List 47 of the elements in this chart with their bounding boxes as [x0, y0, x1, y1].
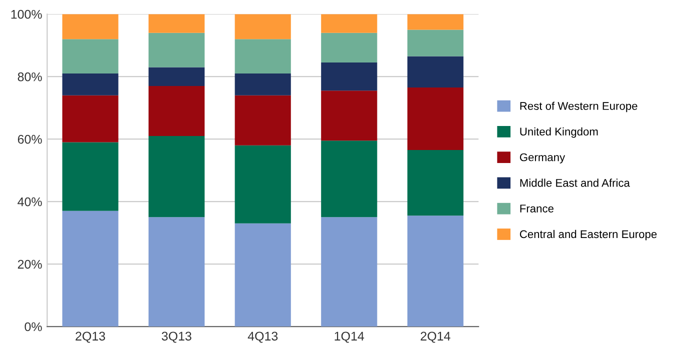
bar [148, 32, 205, 68]
y-tick-label: 100% [11, 10, 42, 19]
y-tick-label: 0% [24, 322, 42, 332]
legend-label: United Kingdom [520, 127, 598, 138]
x-tick-label: 2Q14 [420, 332, 450, 343]
bar [321, 14, 378, 33]
bar [62, 73, 118, 96]
bar [407, 150, 464, 216]
x-tick-label: 3Q13 [162, 332, 192, 343]
y-tick-label: 80% [18, 72, 42, 82]
legend-label: France [520, 204, 554, 212]
bar [321, 217, 378, 327]
legend-label: Germany [520, 153, 566, 164]
bar [148, 14, 205, 33]
bar [321, 90, 378, 141]
bar [234, 223, 291, 327]
bar [62, 95, 118, 142]
bar [62, 210, 118, 327]
legend-label: Middle East and Africa [520, 178, 630, 187]
x-tick-label: 1Q14 [334, 332, 364, 343]
bar [407, 56, 464, 88]
bar [407, 216, 464, 327]
bar [148, 136, 205, 218]
y-tick-label: 40% [18, 197, 42, 206]
bar [234, 39, 291, 74]
x-tick-label: 2Q13 [76, 332, 106, 343]
bar [234, 73, 291, 96]
bar [234, 14, 291, 40]
bar [234, 145, 291, 224]
bar [321, 62, 378, 91]
bar [234, 95, 291, 146]
legend-label: Central and Eastern Europe [520, 230, 657, 240]
bar [407, 30, 464, 56]
bar [62, 39, 118, 74]
y-tick-label: 60% [18, 134, 42, 144]
bar [148, 86, 205, 136]
legend-label: Rest of Western Europe [520, 102, 638, 112]
bar [148, 67, 205, 86]
bar [62, 14, 118, 40]
x-tick-label: 4Q13 [248, 332, 278, 343]
bar [321, 140, 378, 218]
y-tick-label: 20% [18, 260, 42, 269]
bar [62, 142, 118, 211]
bar [407, 88, 464, 150]
bar [321, 32, 378, 63]
bar [407, 14, 464, 30]
bar [148, 217, 205, 327]
